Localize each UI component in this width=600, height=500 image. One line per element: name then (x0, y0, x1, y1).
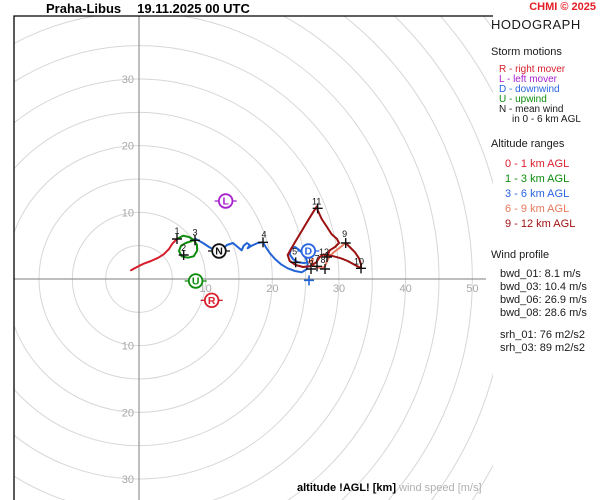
axis-tick-labels: 10 20 30 40 50 10 20 30 10 20 30 (122, 74, 479, 486)
storm-circle-D (300, 243, 317, 259)
level-label-11: 11 (312, 196, 321, 206)
level-cross-3 (190, 235, 201, 246)
storm-marker-L: L (214, 193, 237, 209)
grid-ring-40 (14, 16, 407, 500)
srh-01-value: srh_01: 76 m2/s2 (500, 329, 585, 341)
level-label-2: 2 (181, 243, 186, 253)
level-cross-9 (340, 237, 351, 248)
plot-border (13, 15, 493, 500)
srh-03-value: srh_03: 89 m2/s2 (500, 342, 585, 354)
level-label-10: 10 (354, 256, 364, 266)
trace-1-3-km-AGL (176, 234, 198, 259)
level-cross-12 (322, 251, 333, 262)
legend-range-0-1: 0 - 1 km AGL (505, 158, 570, 170)
y-tick-up-20: 20 (122, 141, 134, 153)
altitude-ranges-title: Altitude ranges (491, 138, 565, 150)
level-label-8: 8 (321, 255, 326, 265)
page-title: Praha-Libus 19.11.2025 00 UTC (46, 1, 250, 16)
level-cross-6 (306, 264, 317, 274)
altitude-ranges-legend: 0 - 1 km AGL 1 - 3 km AGL 3 - 6 km AGL 6… (491, 157, 599, 232)
grid-ring-35 (14, 45, 373, 500)
legend-range-6-9: 6 - 9 km AGL (505, 203, 570, 215)
legend-range-3-6: 3 - 6 km AGL (505, 188, 570, 200)
level-cross-5 (290, 257, 301, 268)
level-label-3: 3 (192, 227, 197, 237)
bwd-08-value: bwd_08: 28.6 m/s (500, 307, 587, 319)
y-tick-down-30: 30 (122, 474, 134, 486)
legend-mean-wind-sub: in 0 - 6 km AGL (512, 114, 581, 125)
trace-3-6-km-AGL (194, 238, 310, 274)
storm-motions-legend: R - right mover L - left mover D - downw… (491, 65, 599, 125)
level-label-6: 6 (309, 256, 314, 266)
level-cross-11 (312, 203, 323, 214)
legend-range-1-3: 1 - 3 km AGL (505, 173, 570, 185)
legend-mean-wind: N - mean wind (499, 104, 564, 115)
y-tick-up-10: 10 (122, 207, 134, 219)
level-cross-10 (356, 263, 367, 274)
blue-cross (304, 275, 315, 286)
copyright-notice: CHMI © 2025 (529, 1, 596, 13)
level-cross-7 (312, 261, 323, 272)
storm-letter-D: D (305, 246, 313, 258)
storm-circle-N (211, 243, 227, 259)
storm-marker-D: D (297, 243, 320, 259)
storm-circle-R (203, 292, 220, 309)
storm-letter-N: N (215, 246, 223, 258)
level-label-4: 4 (261, 229, 266, 239)
legend-range-9-12: 9 - 12 km AGL (505, 218, 576, 230)
legend-right-mover: R - right mover (499, 64, 566, 75)
bwd-06-value: bwd_06: 26.9 m/s (500, 294, 587, 306)
storm-letter-L: L (222, 196, 229, 208)
bwd-03-value: bwd_03: 10.4 m/s (500, 281, 587, 293)
sounding-datetime: 19.11.2025 00 UTC (137, 1, 250, 16)
legend-panel: HODOGRAPH Storm motions R - right mover … (491, 17, 599, 355)
legend-left-mover: L - left mover (499, 74, 557, 85)
x-axis-caption-altitude: altitude !AGL! [km] (297, 482, 396, 494)
storm-marker-U: U (184, 273, 207, 289)
storm-marker-R: R (200, 292, 223, 309)
trace-9-12-km-AGL (286, 205, 362, 270)
level-label-12: 12 (319, 247, 329, 257)
y-tick-down-20: 20 (122, 407, 134, 419)
x-tick-30: 30 (333, 283, 345, 295)
storm-letter-U: U (192, 276, 200, 288)
bwd-01-value: bwd_01: 8.1 m/s (500, 268, 581, 280)
legend-upwind: U - upwind (499, 94, 547, 105)
storm-circle-L (217, 193, 234, 209)
trace-0-1-km-AGL (130, 238, 178, 272)
x-tick-10: 10 (200, 283, 212, 295)
trace-6-9-km-AGL (308, 242, 347, 270)
grid-ring-65 (482, 16, 493, 30)
polar-grid (14, 16, 493, 500)
x-tick-50: 50 (466, 283, 478, 295)
x-axis-caption-windspeed: wind speed [m/s] (399, 482, 482, 494)
level-label-9: 9 (342, 229, 347, 239)
storm-motions-title: Storm motions (491, 46, 562, 58)
wind-profile-values: bwd_01: 8.1 m/s bwd_03: 10.4 m/s bwd_06:… (491, 268, 599, 355)
wind-profile-title: Wind profile (491, 249, 550, 261)
x-tick-20: 20 (266, 283, 278, 295)
legend-downwind: D - downwind (499, 84, 560, 95)
level-cross-2 (178, 249, 189, 260)
y-tick-down-10: 10 (122, 341, 134, 353)
level-label-5: 5 (292, 246, 297, 256)
level-label-7: 7 (315, 253, 320, 263)
storm-letter-R: R (208, 295, 216, 307)
level-cross-1 (172, 233, 183, 244)
level-label-1: 1 (174, 226, 179, 236)
station-name: Praha-Libus (46, 1, 122, 16)
level-cross-8 (320, 264, 331, 274)
x-tick-40: 40 (400, 283, 412, 295)
y-tick-up-30: 30 (122, 74, 134, 86)
storm-circle-U (187, 273, 204, 289)
srh-values: srh_01: 76 m2/s2 srh_03: 89 m2/s2 (491, 329, 599, 355)
panel-title: HODOGRAPH (491, 17, 581, 32)
storm-marker-N: N (208, 243, 231, 259)
level-cross-4 (258, 237, 269, 248)
